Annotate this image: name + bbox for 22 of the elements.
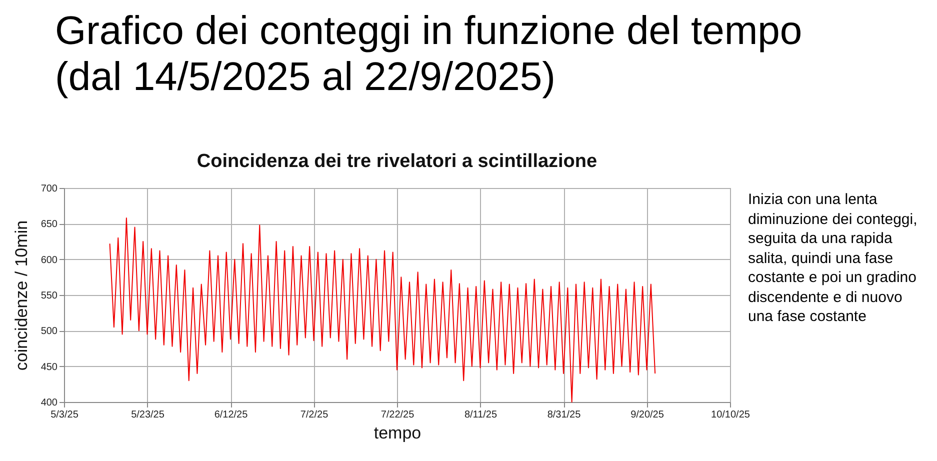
x-tick-label: 7/2/25: [300, 410, 329, 420]
x-tick-label: 6/12/25: [214, 410, 248, 420]
x-tick-label: 8/11/25: [464, 410, 498, 420]
y-tick-label: 550: [40, 290, 58, 302]
chart-title: Grafico dei conteggi in funzione del tempo (dal 14/5/2025 al 22/9/2025): [55, 8, 804, 100]
text: Inizia con una lenta diminuzione dei conteggi, seguita da una rapida salita, quindi una fase costante e poi un gradino discendente e di nuovo una fase costante: [748, 190, 918, 326]
y-tick-label: 600: [40, 254, 58, 266]
chart-subtitle: Coincidenza dei tre rivelatori a scintillazione: [196, 151, 598, 172]
y-tick-label: 400: [40, 398, 58, 408]
x-axis-title: tempo: [374, 424, 422, 442]
y-tick-label: 700: [40, 184, 58, 194]
y-tick-label: 650: [40, 219, 58, 230]
x-tick-label: 5/23/25: [131, 410, 165, 420]
y-axis-title: coincidenze / 10min: [12, 220, 31, 371]
y-tick-label: 500: [40, 326, 58, 338]
x-tick-label: 9/20/25: [630, 410, 664, 420]
x-tick-label: 8/31/25: [547, 410, 582, 420]
x-tick-label: 5/3/25: [50, 410, 79, 420]
x-tick-label: 10/10/25: [711, 410, 750, 420]
y-tick-label: 450: [40, 362, 58, 373]
line-series: [109, 217, 656, 402]
x-tick-label: 7/22/25: [380, 410, 415, 420]
